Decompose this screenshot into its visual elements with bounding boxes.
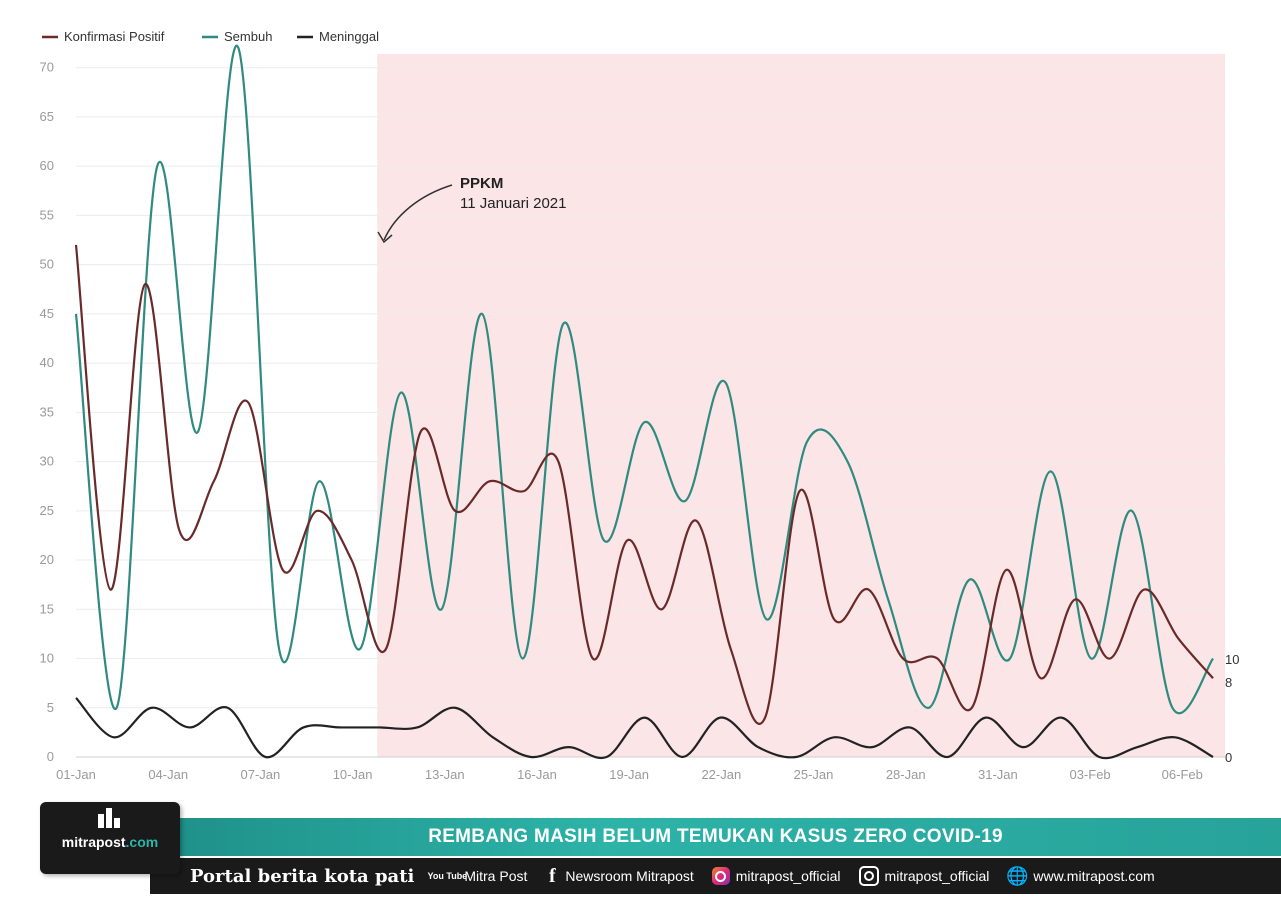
y-tick-label: 10 (40, 651, 54, 666)
headline: REMBANG MASIH BELUM TEMUKAN KASUS ZERO C… (428, 826, 1003, 847)
legend-label-sembuh: Sembuh (224, 29, 272, 44)
annotation-subtitle: 11 Januari 2021 (460, 195, 566, 212)
facebook-label: Newsroom Mitrapost (565, 868, 694, 884)
end-label-sembuh: 10 (1225, 652, 1239, 667)
tagline: Portal berita kota pati (190, 865, 415, 887)
y-tick-label: 0 (47, 749, 54, 764)
annotation-arrowhead (377, 231, 393, 244)
social-bar: Portal berita kota pati You Tube Mitra P… (150, 858, 1281, 894)
website-link[interactable]: 🌐 www.mitrapost.com (1006, 865, 1155, 886)
legend-label-meninggal: Meninggal (319, 29, 379, 44)
headline-band (150, 818, 1281, 856)
y-tick-label: 40 (40, 355, 54, 370)
instagram-label-2: mitrapost_official (884, 868, 990, 884)
y-axis-ticks: 0 5 10 15 20 25 30 35 40 45 50 55 60 65 70 (40, 60, 54, 764)
x-tick-label: 25-Jan (794, 767, 834, 782)
instagram-icon (711, 867, 730, 885)
legend: Konfirmasi Positif Sembuh Meninggal (42, 29, 379, 44)
y-tick-label: 20 (40, 552, 54, 567)
y-tick-label: 55 (40, 207, 54, 222)
youtube-link[interactable]: You Tube Mitra Post (427, 865, 528, 887)
series-line-meninggal (75, 697, 1214, 760)
x-tick-label: 10-Jan (333, 767, 373, 782)
instagram-link-1[interactable]: mitrapost_official (711, 867, 841, 885)
series-lines (74, 44, 1214, 760)
instagram-label-1: mitrapost_official (735, 868, 841, 884)
logo-text: mitrapost.com (61, 834, 159, 850)
ppkm-annotation: PPKM 11 Januari 2021 (377, 175, 566, 244)
website-label: www.mitrapost.com (1033, 868, 1155, 884)
legend-label-konfirmasi: Konfirmasi Positif (64, 29, 165, 44)
y-tick-label: 30 (40, 454, 54, 469)
x-axis-ticks: 01-Jan 04-Jan 07-Jan 10-Jan 13-Jan 16-Jan 19-J… (56, 767, 1203, 782)
y-tick-label: 35 (40, 404, 54, 419)
x-tick-label: 07-Jan (241, 767, 281, 782)
end-label-konfirmasi: 8 (1225, 675, 1232, 690)
instagram-link-2[interactable]: mitrapost_official (858, 866, 990, 886)
globe-icon: 🌐 (1006, 865, 1029, 886)
x-tick-label: 22-Jan (701, 767, 741, 782)
x-tick-label: 13-Jan (425, 767, 465, 782)
series-line-konfirmasi-positif (74, 244, 1214, 726)
facebook-icon: f (549, 864, 556, 887)
x-tick-label: 28-Jan (886, 767, 926, 782)
y-tick-label: 50 (40, 257, 54, 272)
x-tick-label: 01-Jan (56, 767, 96, 782)
y-tick-label: 45 (40, 306, 54, 321)
annotation-arrow (383, 184, 453, 241)
logo-bars-icon (98, 808, 122, 828)
y-tick-label: 25 (40, 503, 54, 518)
grid-lines (76, 67, 1225, 758)
x-tick-label: 16-Jan (517, 767, 557, 782)
instagram-icon (858, 866, 879, 886)
x-tick-label: 06-Feb (1162, 767, 1203, 782)
footer-banner: REMBANG MASIH BELUM TEMUKAN KASUS ZERO C… (0, 798, 1281, 906)
facebook-link[interactable]: f Newsroom Mitrapost (545, 864, 694, 888)
y-tick-label: 60 (40, 158, 54, 173)
y-tick-label: 15 (40, 601, 54, 616)
x-tick-label: 03-Feb (1069, 767, 1110, 782)
end-label-meninggal: 0 (1225, 750, 1232, 765)
x-tick-label: 31-Jan (978, 767, 1018, 782)
y-tick-label: 5 (47, 700, 54, 715)
y-tick-label: 70 (40, 60, 54, 75)
series-line-sembuh (74, 44, 1214, 715)
x-tick-label: 19-Jan (609, 767, 649, 782)
y-tick-label: 65 (40, 109, 54, 124)
youtube-label: Mitra Post (464, 868, 528, 884)
annotation-title: PPKM (460, 175, 503, 192)
logo: mitrapost.com (40, 802, 180, 874)
covid-line-chart: 0 5 10 15 20 25 30 35 40 45 50 55 60 65 70 01-Jan 04-Ja… (40, 29, 1240, 782)
youtube-icon: You Tube (427, 870, 468, 881)
x-tick-label: 04-Jan (148, 767, 188, 782)
